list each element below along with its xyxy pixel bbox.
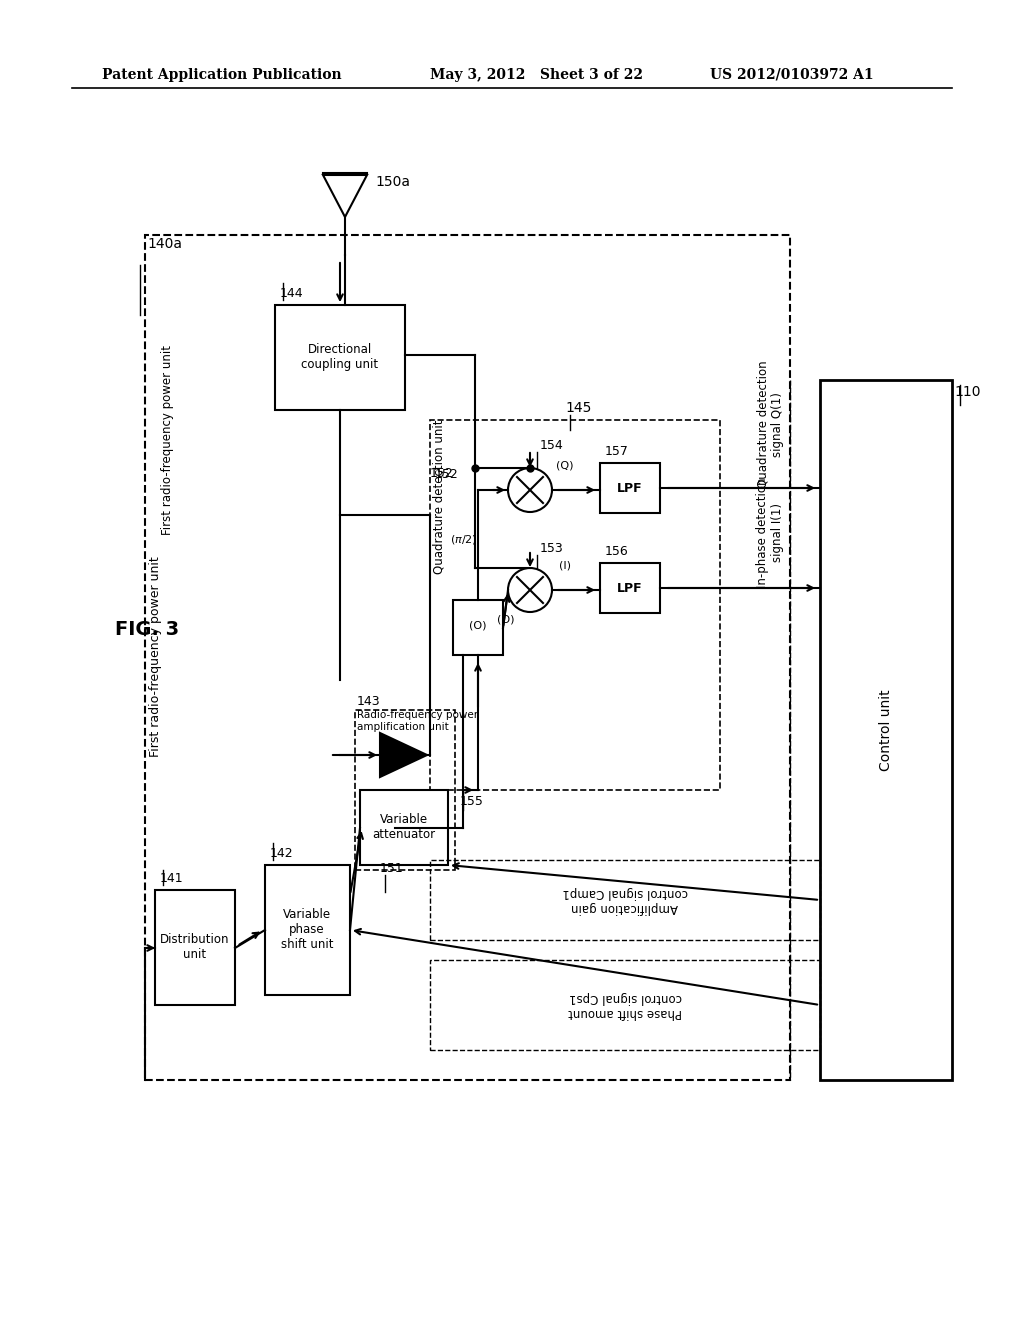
Text: Patent Application Publication: Patent Application Publication [102,69,342,82]
FancyBboxPatch shape [600,463,660,513]
Text: Distribution
unit: Distribution unit [160,933,229,961]
Text: Radio-frequency power
amplification unit: Radio-frequency power amplification unit [357,710,478,731]
Text: May 3, 2012   Sheet 3 of 22: May 3, 2012 Sheet 3 of 22 [430,69,643,82]
FancyBboxPatch shape [453,601,503,655]
Text: 141: 141 [160,873,183,884]
Text: 144: 144 [280,286,304,300]
Text: LPF: LPF [617,482,643,495]
Text: First radio-frequency power unit: First radio-frequency power unit [148,557,162,758]
Text: 151: 151 [380,862,403,875]
Text: In-phase detection
signal I(1): In-phase detection signal I(1) [756,478,784,587]
Text: Variable
attenuator: Variable attenuator [373,813,435,841]
Text: 152: 152 [435,469,459,480]
Text: 143: 143 [357,696,381,708]
Text: Variable
phase
shift unit: Variable phase shift unit [281,908,333,952]
Text: (Q): (Q) [556,459,573,470]
Circle shape [508,568,552,612]
Text: 152: 152 [430,467,454,480]
Text: (O): (O) [497,615,514,624]
Text: FIG. 3: FIG. 3 [115,620,179,639]
Text: 157: 157 [605,445,629,458]
Text: Control unit: Control unit [879,689,893,771]
Text: Quadrature detection unit: Quadrature detection unit [432,420,445,574]
Text: 150a: 150a [375,176,410,189]
Polygon shape [380,733,427,777]
FancyBboxPatch shape [600,564,660,612]
Text: 155: 155 [460,795,484,808]
Text: 156: 156 [605,545,629,558]
Text: Quadrature detection
signal Q(1): Quadrature detection signal Q(1) [756,360,784,488]
Text: Phase shift amount
control signal Cps1: Phase shift amount control signal Cps1 [568,991,682,1019]
Text: US 2012/0103972 A1: US 2012/0103972 A1 [710,69,873,82]
Text: Directional
coupling unit: Directional coupling unit [301,343,379,371]
Circle shape [508,469,552,512]
Text: 154: 154 [540,440,564,451]
Text: (I): (I) [559,560,571,570]
Text: 110: 110 [954,385,981,399]
Text: LPF: LPF [617,582,643,594]
Text: First radio-frequency power unit: First radio-frequency power unit [161,345,173,535]
Text: 142: 142 [270,847,294,861]
Text: Amplification gain
control signal Camp1: Amplification gain control signal Camp1 [562,886,688,913]
Text: ($\pi$/2): ($\pi$/2) [450,533,476,546]
Text: 140a: 140a [147,238,182,251]
Text: 153: 153 [540,543,564,554]
Text: (O): (O) [469,620,486,630]
Text: 145: 145 [565,401,592,414]
